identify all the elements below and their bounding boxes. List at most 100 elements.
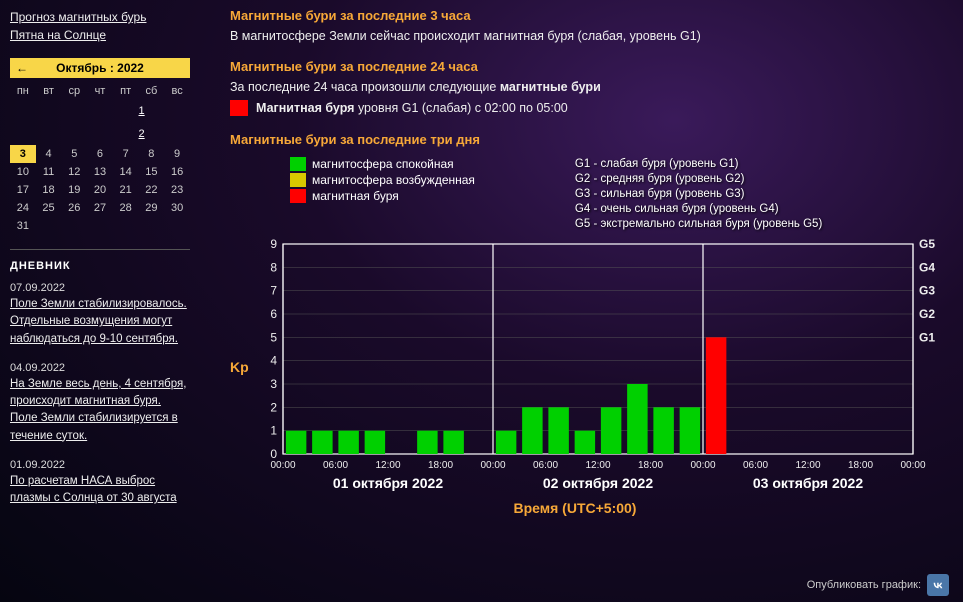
calendar-day[interactable]: 14 [113,163,139,181]
diary-date: 07.09.2022 [10,282,190,294]
calendar-day[interactable]: 13 [87,163,113,181]
sidebar-link[interactable]: Прогноз магнитных бурь [10,8,190,26]
svg-text:5: 5 [270,330,277,344]
svg-text:06:00: 06:00 [323,460,348,471]
calendar-day[interactable]: 6 [87,145,113,163]
legend-item: магнитосфера спокойная [290,157,475,171]
calendar-day [139,217,165,235]
calendar-prev-icon[interactable]: ← [16,61,28,75]
calendar-day[interactable]: 16 [164,163,190,181]
calendar-day[interactable]: 1 [139,100,143,123]
svg-text:00:00: 00:00 [270,460,295,471]
svg-text:06:00: 06:00 [743,460,768,471]
calendar-day[interactable]: 25 [36,199,62,217]
svg-text:2: 2 [270,400,277,414]
diary-date: 01.09.2022 [10,459,190,471]
calendar-day [164,217,190,235]
svg-text:G5: G5 [919,238,935,251]
g-level-label: G2 - средняя буря (уровень G2) [575,172,822,187]
calendar-day[interactable]: 9 [164,145,190,163]
chart-area: магнитосфера спокойная магнитосфера возбу… [230,157,953,516]
calendar-day[interactable]: 23 [164,181,190,199]
calendar: пнвтсрчтптсбвс 1234567891011121314151617… [10,82,190,235]
vk-share-button[interactable] [927,574,949,596]
calendar-title: Октябрь : 2022 [56,61,144,75]
calendar-day [87,100,113,145]
section-title-24h: Магнитные бури за последние 24 часа [230,59,953,74]
calendar-day[interactable]: 5 [61,145,87,163]
svg-text:G2: G2 [919,307,935,321]
calendar-day [113,100,139,145]
calendar-day[interactable]: 29 [139,199,165,217]
calendar-day[interactable]: 19 [61,181,87,199]
svg-text:1: 1 [270,423,277,437]
calendar-day[interactable]: 15 [139,163,165,181]
g-level-label: G3 - сильная буря (уровень G3) [575,187,822,202]
svg-text:12:00: 12:00 [585,460,610,471]
diary-link[interactable]: По расчетам НАСА выброс плазмы с Солнца … [10,473,190,508]
section-body-3h: В магнитосфере Земли сейчас происходит м… [230,29,953,43]
calendar-day[interactable]: 31 [10,217,36,235]
svg-text:06:00: 06:00 [533,460,558,471]
calendar-day [36,217,62,235]
calendar-day[interactable]: 22 [139,181,165,199]
calendar-day[interactable]: 8 [139,145,165,163]
share-label: Опубликовать график: [807,579,921,591]
calendar-day[interactable]: 4 [36,145,62,163]
svg-text:G4: G4 [919,260,935,274]
calendar-day[interactable]: 2 [139,123,143,146]
svg-text:01 октября 2022: 01 октября 2022 [333,475,443,491]
svg-text:18:00: 18:00 [848,460,873,471]
storm-event: Магнитная буря уровня G1 (слабая) с 02:0… [230,100,953,116]
diary-entry: 07.09.2022 Поле Земли стабилизировалось. … [10,282,190,348]
storm-color-icon [230,100,248,116]
calendar-weekday: пн [10,82,36,100]
diary-entry: 01.09.2022 По расчетам НАСА выброс плазмы… [10,459,190,508]
calendar-day[interactable]: 7 [113,145,139,163]
calendar-day[interactable]: 26 [61,199,87,217]
calendar-day[interactable]: 18 [36,181,62,199]
section-title-3d: Магнитные бури за последние три дня [230,132,953,147]
calendar-day[interactable]: 30 [164,199,190,217]
legend-label: магнитосфера возбужденная [312,173,475,187]
g-level-label: G1 - слабая буря (уровень G1) [575,157,822,172]
sidebar: Прогноз магнитных бурьПятна на Солнце ← … [0,0,200,602]
calendar-day[interactable]: 21 [113,181,139,199]
svg-text:9: 9 [270,238,277,251]
g-scale-legend: G1 - слабая буря (уровень G1)G2 - средня… [575,157,822,232]
legend-color-icon [290,189,306,203]
diary-link[interactable]: Поле Земли стабилизировалось. Отдельные … [10,296,190,348]
calendar-weekday: чт [87,82,113,100]
calendar-day [10,100,36,145]
calendar-weekday: ср [61,82,87,100]
legend-item: магнитосфера возбужденная [290,173,475,187]
svg-text:00:00: 00:00 [690,460,715,471]
calendar-day[interactable]: 11 [36,163,62,181]
calendar-weekday: пт [113,82,139,100]
calendar-day[interactable]: 12 [61,163,87,181]
calendar-day[interactable]: 3 [10,145,36,163]
svg-text:03 октября 2022: 03 октября 2022 [753,475,863,491]
chart-y-label: Kp [230,359,249,375]
calendar-header[interactable]: ← Октябрь : 2022 [10,58,190,78]
sidebar-link[interactable]: Пятна на Солнце [10,26,190,44]
svg-text:00:00: 00:00 [480,460,505,471]
section-body-24h: За последние 24 часа произошли следующие… [230,80,953,116]
svg-text:8: 8 [270,260,277,274]
legend-label: магнитная буря [312,189,399,203]
kp-bar-chart: 0123456789G5G4G3G2G100:0006:0012:0018:00… [253,238,943,496]
calendar-day[interactable]: 17 [10,181,36,199]
calendar-day[interactable]: 28 [113,199,139,217]
diary-link[interactable]: На Земле весь день, 4 сентября, происход… [10,376,190,445]
section-title-3h: Магнитные бури за последние 3 часа [230,8,953,23]
share-row: Опубликовать график: [807,574,949,596]
legend-item: магнитная буря [290,189,475,203]
diary-heading: ДНЕВНИК [10,260,190,272]
calendar-day[interactable]: 24 [10,199,36,217]
calendar-weekday: сб [139,82,165,100]
calendar-day [36,100,62,145]
calendar-day[interactable]: 20 [87,181,113,199]
svg-text:12:00: 12:00 [795,460,820,471]
calendar-day[interactable]: 27 [87,199,113,217]
calendar-day[interactable]: 10 [10,163,36,181]
